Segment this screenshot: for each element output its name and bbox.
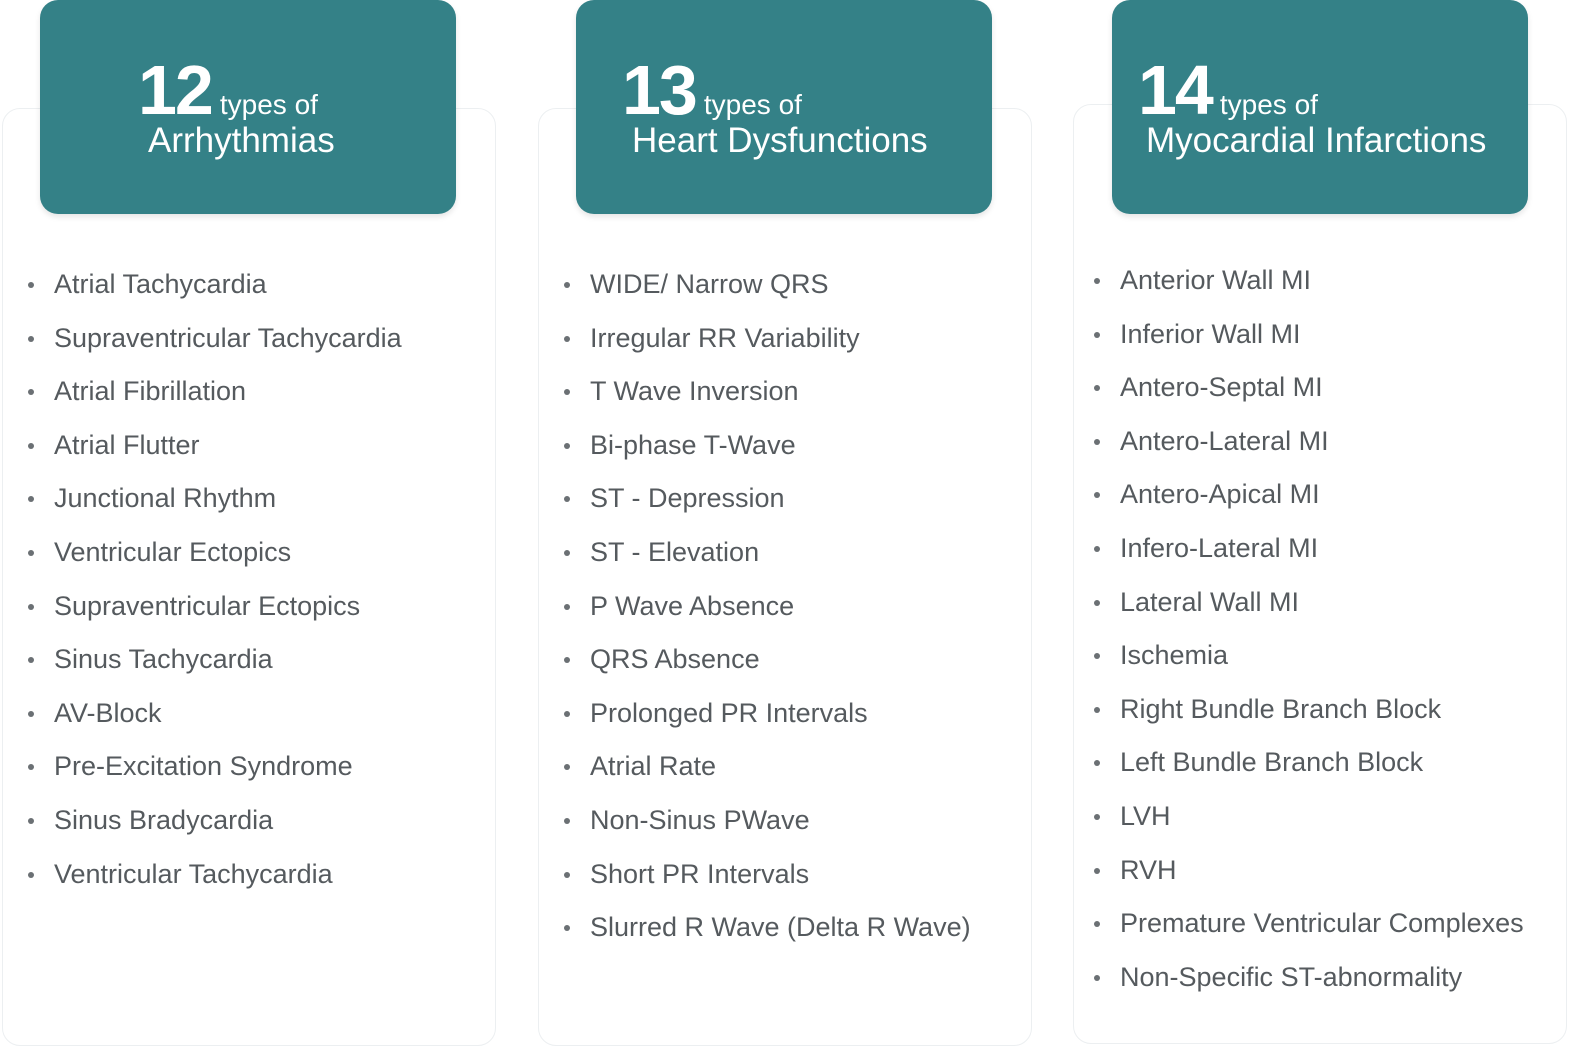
list-item: Atrial Fibrillation: [28, 374, 402, 428]
list-item: AV-Block: [28, 696, 402, 750]
list-item: Slurred R Wave (Delta R Wave): [564, 910, 971, 964]
header-count-line: 12 types of: [138, 50, 318, 130]
list-item: Atrial Flutter: [28, 428, 402, 482]
header-arrhythmias: 12 types of Arrhythmias: [40, 0, 456, 214]
list-item: Non-Sinus PWave: [564, 803, 971, 857]
header-myocardial-infarctions: 14 types of Myocardial Infarctions: [1112, 0, 1528, 214]
list-item: Lateral Wall MI: [1094, 585, 1524, 639]
list-item: Anterior Wall MI: [1094, 263, 1524, 317]
list-item: Right Bundle Branch Block: [1094, 692, 1524, 746]
types-of-label: types of: [703, 89, 802, 120]
card-myocardial-infarctions: [1073, 104, 1567, 1044]
list-item: Left Bundle Branch Block: [1094, 745, 1524, 799]
list-item: Sinus Tachycardia: [28, 642, 402, 696]
types-of-label: types of: [1219, 89, 1318, 120]
card-arrhythmias: [2, 108, 496, 1046]
type-count: 12: [138, 51, 214, 129]
arrhythmia-list: Atrial Tachycardia Supraventricular Tach…: [28, 267, 402, 910]
list-item: P Wave Absence: [564, 589, 971, 643]
list-item: Ischemia: [1094, 638, 1524, 692]
list-item: Bi-phase T-Wave: [564, 428, 971, 482]
myocardial-infarction-list: Anterior Wall MI Inferior Wall MI Antero…: [1094, 263, 1524, 1013]
list-item: QRS Absence: [564, 642, 971, 696]
header-count-line: 14 types of: [1138, 50, 1318, 130]
list-item: Premature Ventricular Complexes: [1094, 906, 1524, 960]
list-item: Antero-Septal MI: [1094, 370, 1524, 424]
list-item: T Wave Inversion: [564, 374, 971, 428]
list-item: Antero-Apical MI: [1094, 477, 1524, 531]
list-item: Ventricular Ectopics: [28, 535, 402, 589]
list-item: Prolonged PR Intervals: [564, 696, 971, 750]
list-item: ST - Elevation: [564, 535, 971, 589]
list-item: Sinus Bradycardia: [28, 803, 402, 857]
category-title: Myocardial Infarctions: [1146, 121, 1487, 160]
list-item: WIDE/ Narrow QRS: [564, 267, 971, 321]
type-count: 14: [1138, 51, 1214, 129]
type-count: 13: [622, 51, 698, 129]
list-item: Non-Specific ST-abnormality: [1094, 960, 1524, 1014]
list-item: Atrial Tachycardia: [28, 267, 402, 321]
list-item: Pre-Excitation Syndrome: [28, 749, 402, 803]
list-item: Ventricular Tachycardia: [28, 857, 402, 911]
list-item: Supraventricular Ectopics: [28, 589, 402, 643]
header-heart-dysfunctions: 13 types of Heart Dysfunctions: [576, 0, 992, 214]
heart-dysfunction-list: WIDE/ Narrow QRS Irregular RR Variabilit…: [564, 267, 971, 964]
list-item: Junctional Rhythm: [28, 481, 402, 535]
list-item: Infero-Lateral MI: [1094, 531, 1524, 585]
list-item: LVH: [1094, 799, 1524, 853]
list-item: Inferior Wall MI: [1094, 317, 1524, 371]
category-title: Arrhythmias: [148, 121, 335, 160]
list-item: RVH: [1094, 853, 1524, 907]
list-item: Atrial Rate: [564, 749, 971, 803]
list-item: Antero-Lateral MI: [1094, 424, 1524, 478]
list-item: Irregular RR Variability: [564, 321, 971, 375]
header-count-line: 13 types of: [622, 50, 802, 130]
card-heart-dysfunctions: [538, 108, 1032, 1046]
list-item: Short PR Intervals: [564, 857, 971, 911]
list-item: Supraventricular Tachycardia: [28, 321, 402, 375]
category-title: Heart Dysfunctions: [632, 121, 928, 160]
types-of-label: types of: [219, 89, 318, 120]
list-item: ST - Depression: [564, 481, 971, 535]
